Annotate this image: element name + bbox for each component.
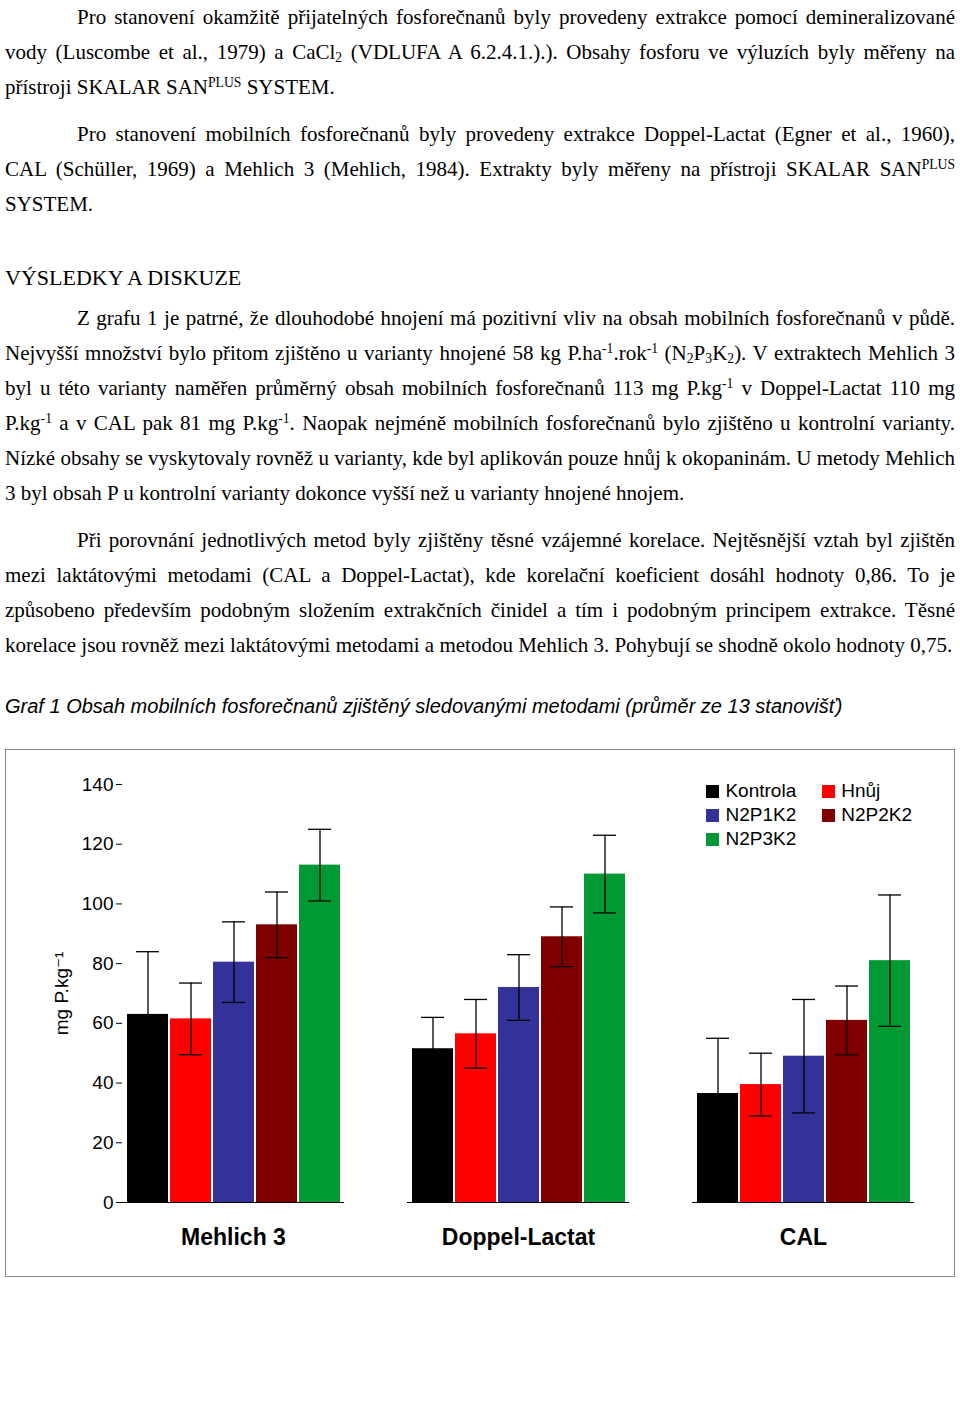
- svg-text:100: 100: [82, 893, 114, 914]
- svg-text:140: 140: [82, 774, 114, 795]
- svg-text:80: 80: [92, 953, 113, 974]
- html-text:N2P3K2: N2P3K2: [725, 828, 797, 849]
- html-text:Hnůj: Hnůj: [841, 780, 881, 801]
- svg-text:CAL: CAL: [780, 1224, 827, 1250]
- html-text:VÝSLEDKY A DISKUZE: VÝSLEDKY A DISKUZE: [5, 265, 242, 290]
- html-text:Z grafu 1 je patrné, že dlouho: Z grafu 1 je patrné, že dlouhodobé hnoje…: [5, 306, 955, 505]
- html-text:Pro stanovení okamžitě přijate: Pro stanovení okamžitě přijatelných fosf…: [5, 5, 955, 99]
- html-text:N2P1K2: N2P1K2: [725, 804, 797, 825]
- svg-text:60: 60: [92, 1012, 113, 1033]
- html-text:Pro stanovení mobilních fosfor: Pro stanovení mobilních fosforečnanů byl…: [5, 122, 955, 181]
- svg-text:0: 0: [103, 1192, 114, 1213]
- html-text:Kontrola: Kontrola: [725, 780, 797, 801]
- html-text:N2P2K2: N2P2K2: [841, 804, 912, 825]
- html-text:SYSTEM.: SYSTEM.: [5, 192, 94, 216]
- html-text:Graf 1 Obsah mobilních fosfore: Graf 1 Obsah mobilních fosforečnanů zjiš…: [5, 695, 843, 717]
- html-text:Při porovnání jednotlivých met: Při porovnání jednotlivých metod byly zj…: [5, 528, 955, 657]
- svg-text:mg P.kg⁻¹: mg P.kg⁻¹: [51, 952, 72, 1036]
- svg-text:Mehlich 3: Mehlich 3: [181, 1224, 286, 1250]
- svg-text:Doppel-Lactat: Doppel-Lactat: [442, 1224, 596, 1250]
- svg-text:20: 20: [92, 1132, 113, 1153]
- svg-text:40: 40: [92, 1072, 113, 1093]
- svg-text:120: 120: [82, 833, 114, 854]
